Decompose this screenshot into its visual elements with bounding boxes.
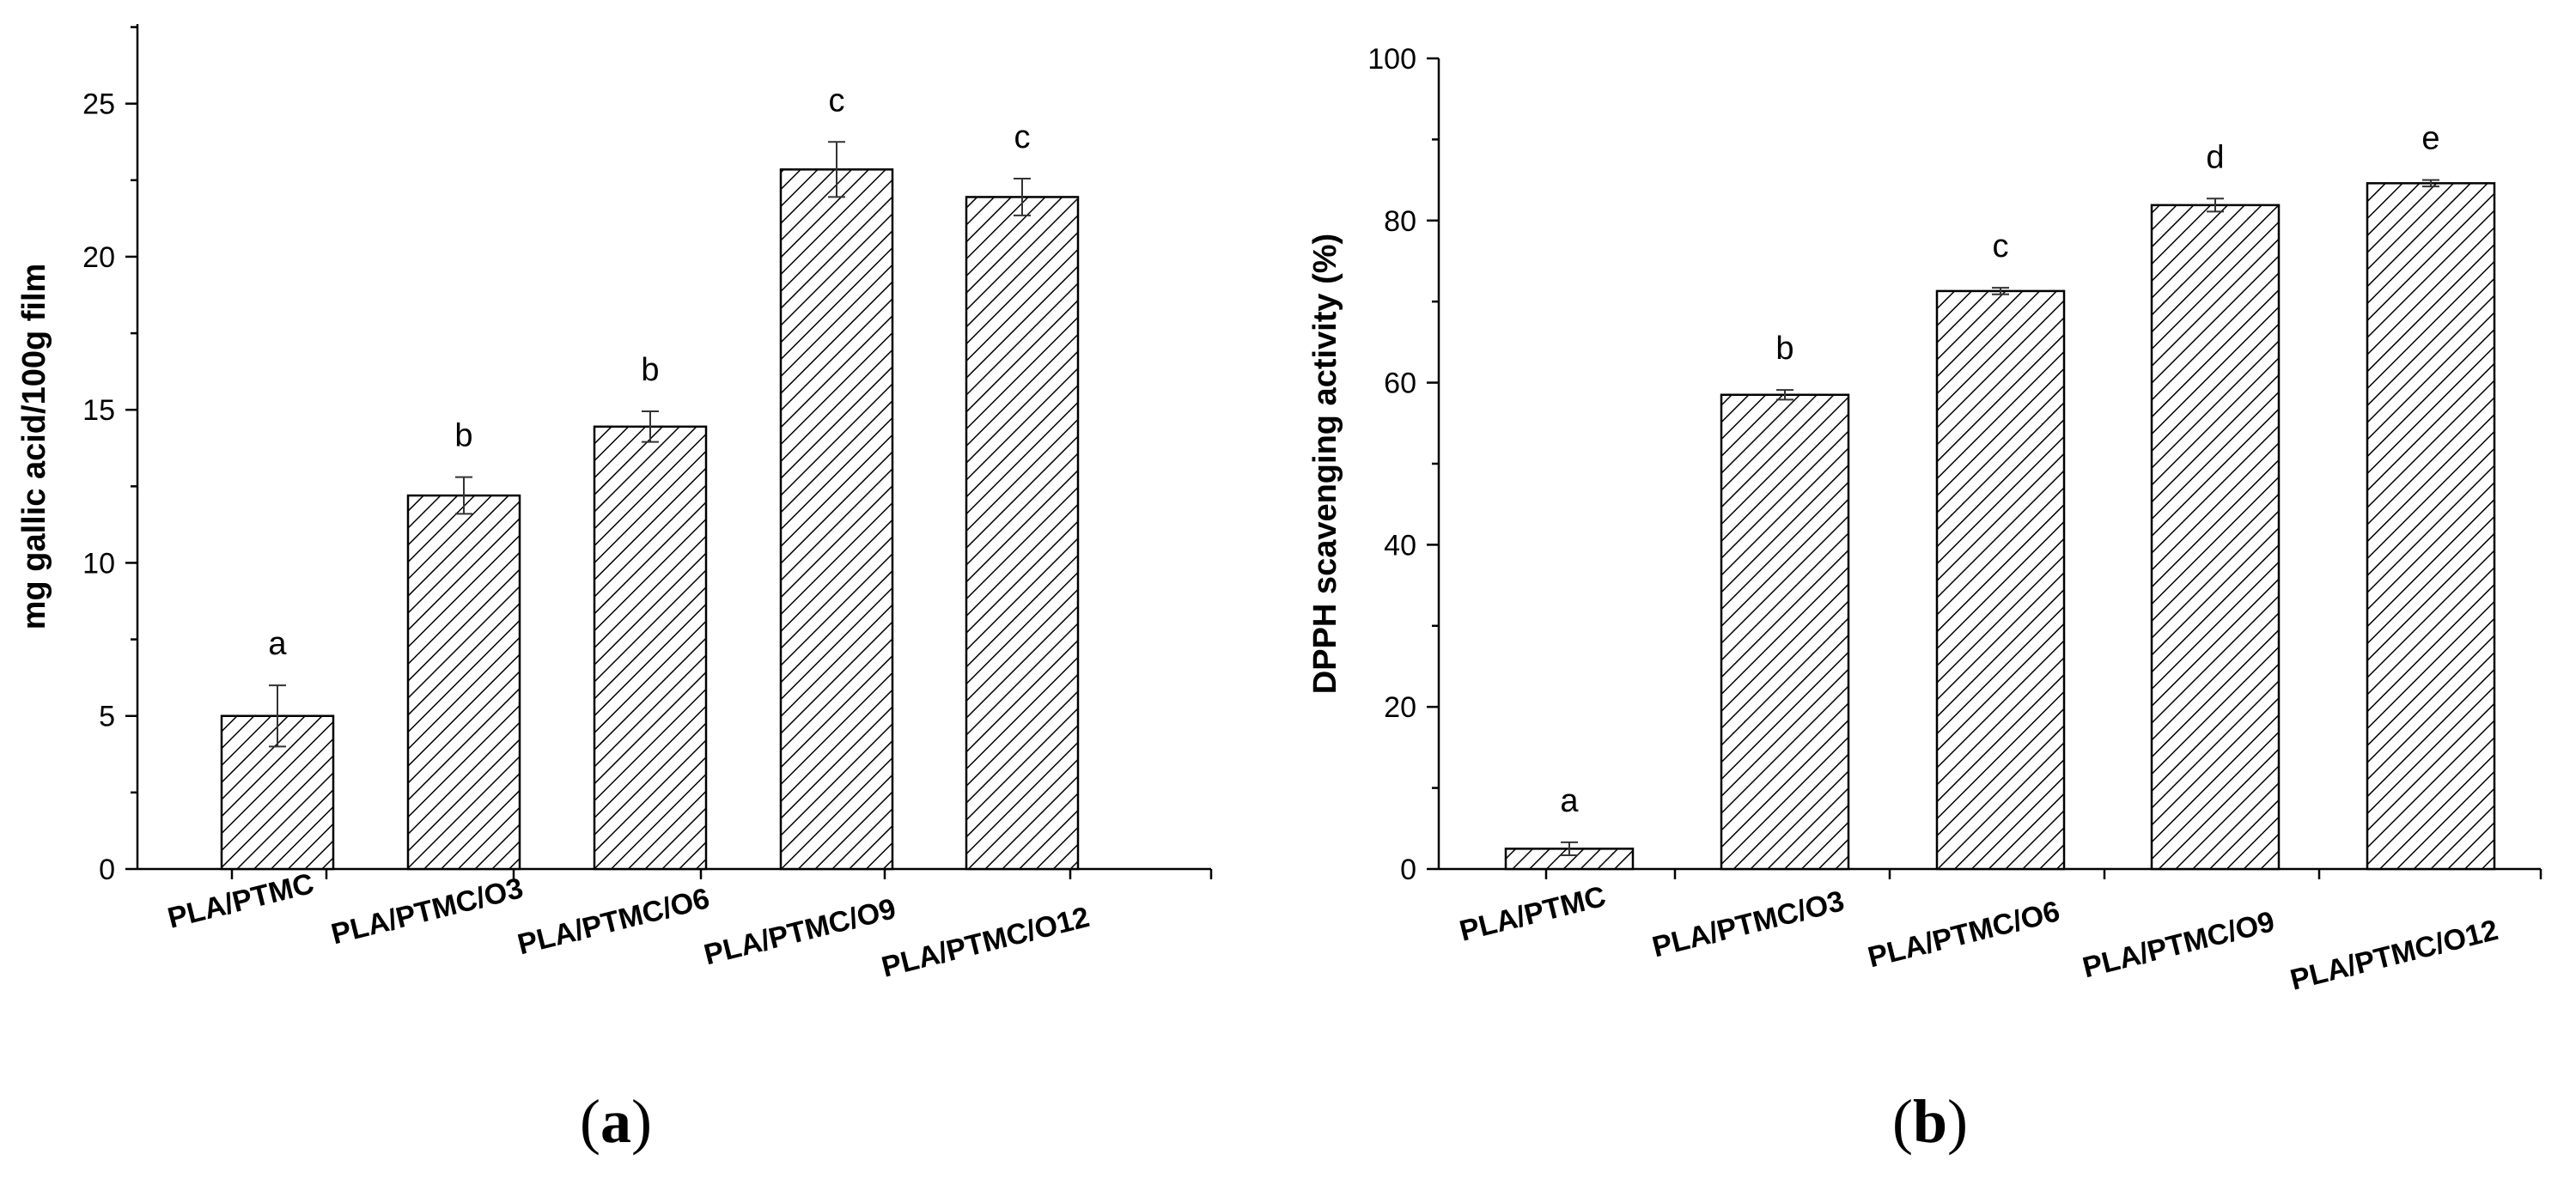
panel-a-category-label-4: PLA/PTMC/O9 — [701, 892, 899, 971]
panel-a-y-tick-label: 20 — [82, 241, 115, 274]
panel-a-significance-4: c — [829, 82, 845, 119]
panel-b-bar-2 — [1720, 393, 1850, 871]
panel-b-y-tick-label: 80 — [1384, 205, 1416, 238]
panel-b-category-label-1: PLA/PTMC — [1456, 880, 1609, 948]
panel-a-significance-2: b — [454, 418, 472, 454]
panel-a-y-tick-label: 10 — [82, 547, 115, 580]
panel-a-bar-1 — [220, 714, 335, 871]
panel-a-significance-3: b — [641, 352, 659, 388]
panel-b-y-axis-title: DPPH scavenging activity (%) — [1307, 234, 1343, 694]
panel-a-y-tick-label: 15 — [82, 394, 115, 427]
panel-b-y-tick-label: 40 — [1384, 529, 1416, 562]
panel-b-bar-5 — [2366, 182, 2496, 871]
panel-b-significance-2: b — [1775, 331, 1793, 367]
panel-b-category-label-3: PLA/PTMC/O6 — [1865, 895, 2063, 974]
panel-a-bar-2 — [406, 494, 521, 871]
panel-b-significance-5: e — [2421, 121, 2439, 157]
panel-a-bar-4 — [779, 168, 894, 871]
panel-b-category-label-5: PLA/PTMC/O12 — [2287, 914, 2501, 997]
panel-b-label: (b) — [1892, 1087, 1968, 1156]
panel-b-significance-1: a — [1560, 783, 1579, 819]
panel-a-y-tick-label: 0 — [99, 854, 115, 886]
chart-panel-a: 0 5 10 15 20 25 mg gallic acid/100g film a PLA/P… — [16, 24, 1213, 1156]
panel-b-significance-3: c — [1993, 228, 2009, 264]
panel-a-category-label-3: PLA/PTMC/O6 — [515, 882, 713, 961]
panel-a-y-axis-title: mg gallic acid/100g film — [16, 264, 52, 630]
panel-b-y-tick-label: 100 — [1367, 43, 1416, 76]
panel-a-category-label-1: PLA/PTMC — [164, 867, 317, 935]
panel-a-category-label-5: PLA/PTMC/O12 — [879, 901, 1093, 984]
panel-b-y-tick-label: 0 — [1400, 854, 1416, 886]
panel-a-significance-1: a — [268, 626, 287, 662]
panel-a-bar-5 — [965, 196, 1080, 871]
panel-b-bar-3 — [1935, 289, 2066, 871]
panel-a-category-label-2: PLA/PTMC/O3 — [328, 872, 527, 951]
panel-b-significance-4: d — [2206, 139, 2224, 175]
panel-a-y-tick-label: 5 — [99, 701, 115, 733]
panel-b-y-tick-label: 20 — [1384, 691, 1416, 724]
panel-b-y-tick-label: 60 — [1384, 368, 1416, 400]
chart-panel-b: 0 20 40 60 80 100 DPPH scavenging activity (%)… — [1307, 43, 2543, 1156]
panel-b-category-label-4: PLA/PTMC/O9 — [2080, 905, 2278, 984]
panel-b-bar-4 — [2150, 204, 2281, 871]
panel-a-label: (a) — [580, 1087, 652, 1156]
panel-a-significance-5: c — [1014, 119, 1031, 155]
panel-a-bar-3 — [593, 425, 708, 871]
panel-a-y-tick-label: 25 — [82, 88, 115, 121]
panel-b-category-label-2: PLA/PTMC/O3 — [1649, 884, 1848, 963]
